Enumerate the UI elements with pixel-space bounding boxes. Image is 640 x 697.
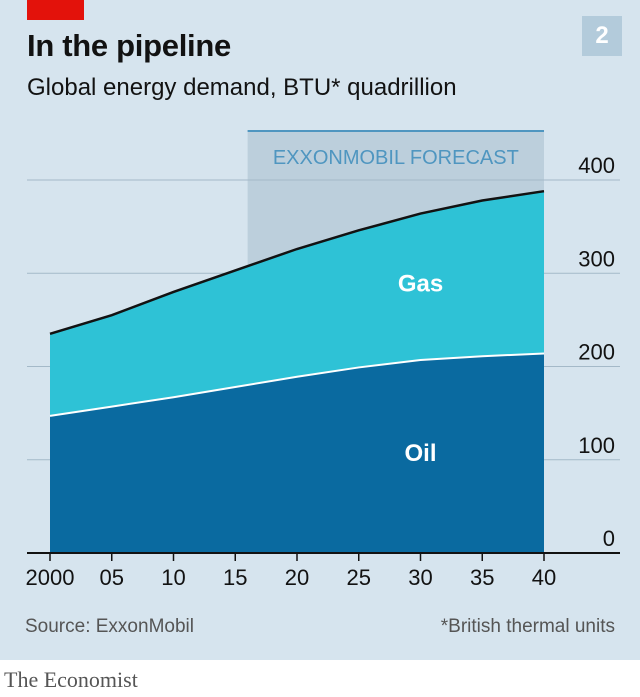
x-tick-label: 30: [408, 565, 432, 590]
chart-title: In the pipeline: [27, 28, 231, 63]
brand-red-tag: [27, 0, 84, 20]
area-label-oil: Oil: [404, 440, 436, 467]
x-tick-label: 20: [285, 565, 309, 590]
x-tick-label: 15: [223, 565, 247, 590]
chart-number-badge: 2: [582, 16, 622, 56]
publisher-logo: The Economist: [4, 667, 138, 692]
y-tick-label: 0: [603, 526, 615, 551]
x-tick-label: 2000: [26, 565, 75, 590]
area-oil: [50, 353, 544, 553]
area-chart: 2000 05 10 15 20 25 30 35 400100200300400EXXONMO…: [26, 130, 620, 590]
x-tick-label: 35: [470, 565, 494, 590]
forecast-band-label: EXXONMOBIL FORECAST: [273, 147, 519, 169]
x-tick-label: 05: [100, 565, 124, 590]
y-tick-label: 400: [578, 153, 615, 178]
footnote: *British thermal units: [440, 616, 615, 637]
x-tick-label: 40: [532, 565, 556, 590]
total-demand-line: [49, 189, 545, 336]
source-note: Source: ExxonMobil: [25, 616, 194, 637]
y-tick-label: 300: [578, 246, 615, 271]
area-label-gas: Gas: [398, 270, 443, 297]
y-tick-label: 200: [578, 340, 615, 365]
x-tick-label: 25: [347, 565, 371, 590]
oil-gas-boundary-line: [49, 352, 545, 417]
x-tick-label: 10: [161, 565, 185, 590]
y-tick-label: 100: [578, 433, 615, 458]
chart-subtitle: Global energy demand, BTU* quadrillion: [27, 74, 457, 101]
